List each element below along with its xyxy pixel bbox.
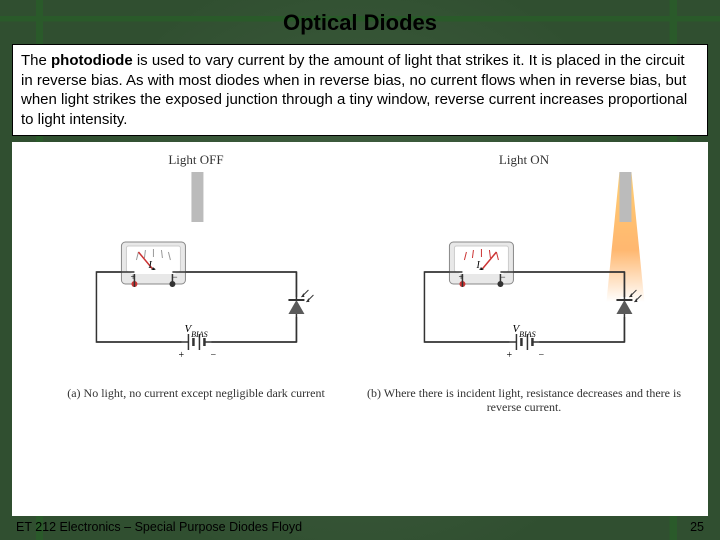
ammeter-icon: + − Iλ bbox=[449, 242, 513, 287]
ammeter-icon: + − Iλ bbox=[121, 242, 185, 287]
caption-letter-a: (a) bbox=[67, 386, 80, 400]
battery-icon: VBIAS + − bbox=[96, 323, 296, 361]
svg-text:+: + bbox=[506, 350, 512, 361]
caption-text-b: Where there is incident light, resistanc… bbox=[384, 386, 681, 414]
light-source-icon bbox=[191, 172, 203, 222]
svg-text:−: − bbox=[210, 350, 216, 361]
photodiode-icon bbox=[288, 272, 313, 342]
caption-b: (b) Where there is incident light, resis… bbox=[367, 386, 682, 415]
slide-content: Optical Diodes The photodiode is used to… bbox=[0, 0, 720, 540]
figure-area: Light OFF bbox=[12, 142, 708, 516]
svg-text:+: + bbox=[178, 350, 184, 361]
svg-text:−: − bbox=[538, 350, 544, 361]
caption-letter-b: (b) bbox=[367, 386, 381, 400]
panel-label-on: Light ON bbox=[499, 152, 549, 168]
panel-light-on: Light ON bbox=[367, 152, 682, 415]
circuit-diagram-off: + − Iλ bbox=[39, 172, 354, 382]
caption-a: (a) No light, no current except negligib… bbox=[67, 386, 325, 400]
slide-title: Optical Diodes bbox=[12, 10, 708, 36]
body-textbox: The photodiode is used to vary current b… bbox=[12, 44, 708, 136]
body-prefix: The bbox=[21, 52, 51, 69]
panel-light-off: Light OFF bbox=[39, 152, 354, 400]
footer-page-number: 25 bbox=[690, 520, 704, 534]
circuit-diagram-on: + − Iλ bbox=[367, 172, 682, 382]
slide-footer: ET 212 Electronics – Special Purpose Dio… bbox=[12, 520, 708, 534]
light-source-icon bbox=[619, 172, 631, 222]
panel-label-off: Light OFF bbox=[168, 152, 223, 168]
body-bold-term: photodiode bbox=[51, 52, 133, 69]
footer-left: ET 212 Electronics – Special Purpose Dio… bbox=[16, 520, 302, 534]
battery-icon: VBIAS + − bbox=[424, 323, 624, 361]
caption-text-a: No light, no current except negligible d… bbox=[84, 386, 325, 400]
